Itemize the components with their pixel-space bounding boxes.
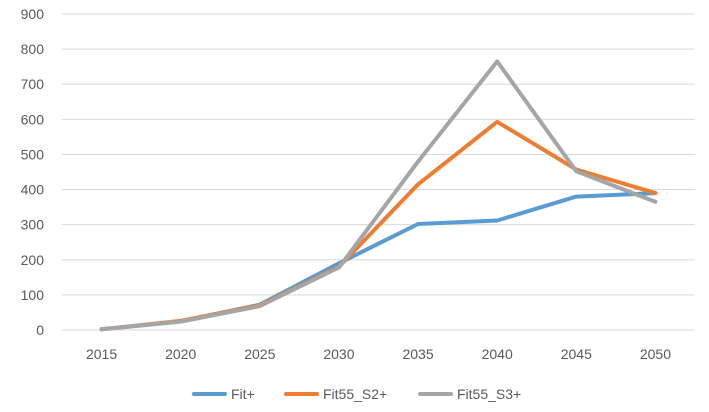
- y-tick-label: 700: [21, 76, 45, 92]
- y-tick-label: 600: [21, 111, 45, 127]
- gridlines: [62, 13, 695, 331]
- y-tick-label: 400: [21, 182, 45, 198]
- x-tick-label: 2045: [561, 346, 592, 362]
- x-tick-label: 2035: [402, 346, 433, 362]
- y-tick-label: 500: [21, 146, 45, 162]
- legend-label: Fit55_S3+: [457, 386, 521, 402]
- legend: Fit+ Fit55_S2+ Fit55_S3+: [192, 386, 521, 402]
- legend-label: Fit55_S2+: [323, 386, 387, 402]
- x-tick-label: 2015: [86, 346, 117, 362]
- x-tick-label: 2025: [244, 346, 275, 362]
- y-tick-label: 300: [21, 217, 45, 233]
- x-tick-label: 2030: [323, 346, 354, 362]
- series-lines: [99, 59, 658, 332]
- x-tick-label: 2050: [640, 346, 671, 362]
- x-axis-ticks: 2015 2020 2025 2030 2035 2040 2045 2050: [86, 346, 671, 362]
- y-tick-label: 900: [21, 6, 45, 22]
- series-line-3: [99, 59, 658, 332]
- x-tick-label: 2020: [165, 346, 196, 362]
- y-axis-ticks: 0 100 200 300 400 500 600 700 800 900: [21, 6, 45, 338]
- y-tick-label: 0: [36, 322, 44, 338]
- x-tick-label: 2040: [482, 346, 513, 362]
- y-tick-label: 200: [21, 252, 45, 268]
- series-line-2: [99, 119, 658, 332]
- legend-label: Fit+: [231, 386, 255, 402]
- y-tick-label: 800: [21, 41, 45, 57]
- y-tick-label: 100: [21, 287, 45, 303]
